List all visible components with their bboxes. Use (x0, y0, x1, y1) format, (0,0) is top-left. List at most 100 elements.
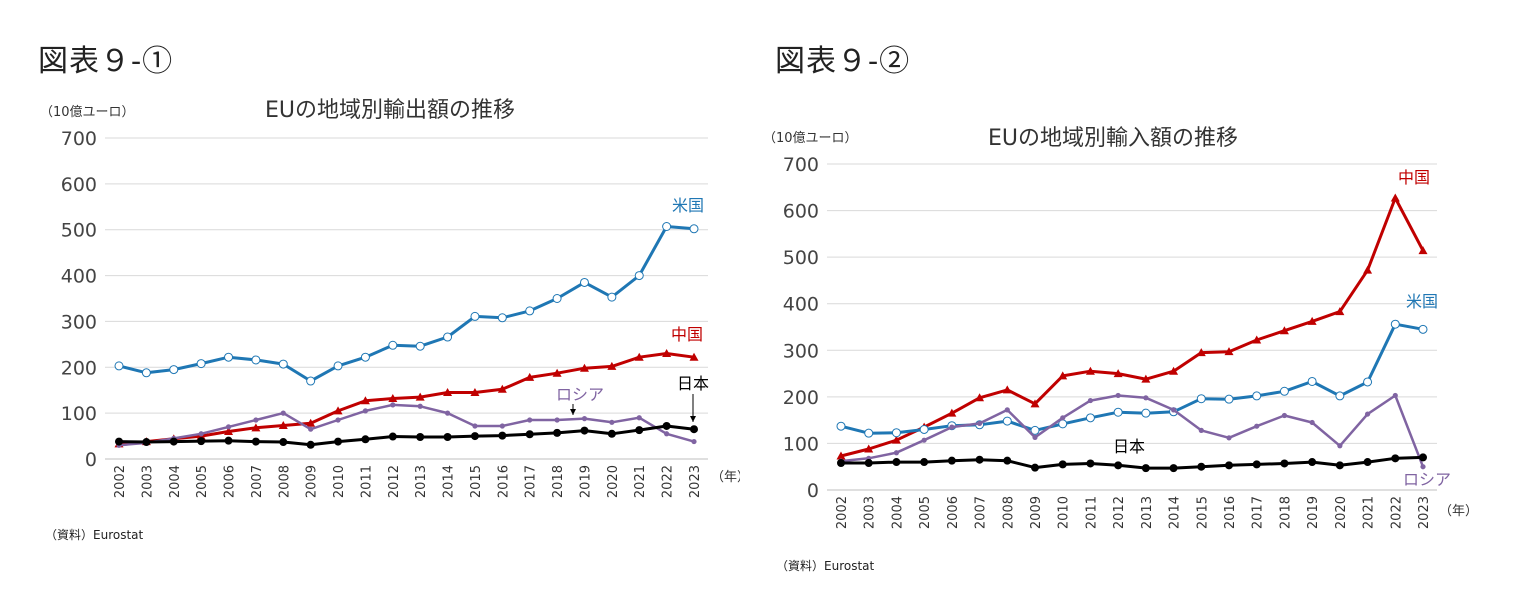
data-point (1031, 463, 1039, 472)
data-point (579, 363, 589, 372)
x-tick-label: 2017 (1251, 496, 1266, 529)
data-point (1254, 423, 1260, 429)
data-point (1335, 461, 1344, 470)
series-line-中国 (118, 352, 695, 446)
y-axis-unit-label: （10億ユーロ） (40, 104, 135, 120)
data-point (975, 455, 984, 464)
x-tick-label: 2010 (332, 465, 347, 498)
data-point (360, 352, 370, 362)
data-point (470, 311, 480, 321)
series-label: ロシア (1403, 470, 1451, 489)
x-tick-label: 2011 (1084, 496, 1099, 529)
y-tick-label: 400 (783, 294, 819, 316)
import-line-chart: EUの地域別輸入額の推移 （10億ユーロ） （年） 0 100 200 300 400 500 6… (763, 126, 1478, 529)
y-tick-label: 100 (61, 403, 97, 425)
data-point (581, 416, 588, 422)
data-point (1030, 425, 1040, 435)
data-point (1196, 348, 1206, 357)
data-point (864, 428, 874, 438)
x-tick-label: 2003 (140, 465, 155, 498)
x-tick-label: 2012 (1112, 496, 1127, 529)
data-point (334, 437, 343, 446)
x-tick-label: 2004 (890, 496, 905, 529)
y-tick-label: 700 (61, 128, 97, 150)
data-point (1392, 392, 1398, 399)
data-point (949, 424, 955, 430)
x-tick-label: 2014 (442, 465, 457, 498)
data-point (1060, 415, 1066, 421)
x-tick-label: 2003 (863, 496, 878, 529)
data-point (1280, 459, 1289, 468)
data-point (415, 392, 425, 401)
x-tick-label: 2005 (195, 465, 210, 498)
data-point (1002, 385, 1012, 394)
data-point (141, 368, 151, 378)
data-point (1363, 377, 1373, 387)
data-point (1004, 407, 1010, 413)
data-point (1335, 391, 1345, 401)
data-point (689, 224, 699, 234)
data-point (1363, 458, 1372, 467)
data-point (919, 424, 929, 434)
data-point (416, 432, 425, 441)
data-point (443, 388, 453, 397)
x-tick-label: 2006 (946, 496, 961, 529)
data-point (388, 340, 398, 350)
data-point (1307, 316, 1317, 325)
pointer-arrowhead (690, 416, 696, 422)
data-point (634, 352, 644, 361)
data-point (1420, 464, 1426, 470)
data-point (1169, 464, 1178, 473)
data-point (1170, 407, 1177, 413)
data-point (893, 450, 900, 456)
data-point (1141, 408, 1151, 418)
x-tick-label: 2006 (223, 465, 238, 498)
series-label: ロシア (556, 385, 604, 404)
data-point (1030, 399, 1040, 408)
data-point (1279, 386, 1289, 396)
data-point (251, 355, 261, 365)
x-tick-label: 2012 (387, 465, 402, 498)
data-point (864, 444, 874, 453)
x-tick-label: 2010 (1057, 496, 1072, 529)
data-point (499, 423, 505, 429)
data-point (115, 437, 123, 446)
data-point (662, 421, 671, 430)
x-tick-label: 2018 (551, 465, 566, 498)
x-tick-label: 2004 (168, 465, 183, 498)
data-point (864, 458, 873, 467)
data-point (1281, 412, 1288, 419)
data-point (444, 410, 451, 416)
y-tick-label: 500 (61, 220, 97, 242)
x-tick-label: 2007 (974, 496, 989, 529)
data-point (470, 432, 479, 441)
data-point (415, 341, 425, 351)
data-point (1196, 394, 1206, 404)
data-point (1252, 335, 1262, 344)
data-point (251, 423, 261, 432)
data-point (472, 423, 478, 429)
data-point (975, 393, 985, 402)
data-point (335, 417, 341, 423)
data-point (1002, 416, 1012, 426)
data-point (552, 294, 562, 303)
data-point (498, 431, 507, 440)
x-tick-label: 2007 (250, 465, 265, 498)
data-point (443, 332, 453, 342)
data-point (689, 352, 699, 361)
y-tick-label: 100 (783, 433, 819, 455)
data-point (1418, 246, 1428, 255)
y-tick-label: 0 (807, 480, 819, 502)
data-point (169, 365, 179, 375)
y-tick-label: 400 (61, 266, 97, 288)
data-point (253, 417, 259, 423)
x-tick-label: 2017 (524, 465, 539, 498)
data-point (306, 440, 315, 449)
data-point (196, 359, 206, 369)
y-tick-label: 300 (61, 311, 97, 333)
data-point (251, 437, 260, 446)
y-tick-label: 300 (783, 340, 819, 362)
series-line-中国 (840, 196, 1425, 458)
data-point (836, 451, 846, 460)
data-point (976, 420, 983, 427)
